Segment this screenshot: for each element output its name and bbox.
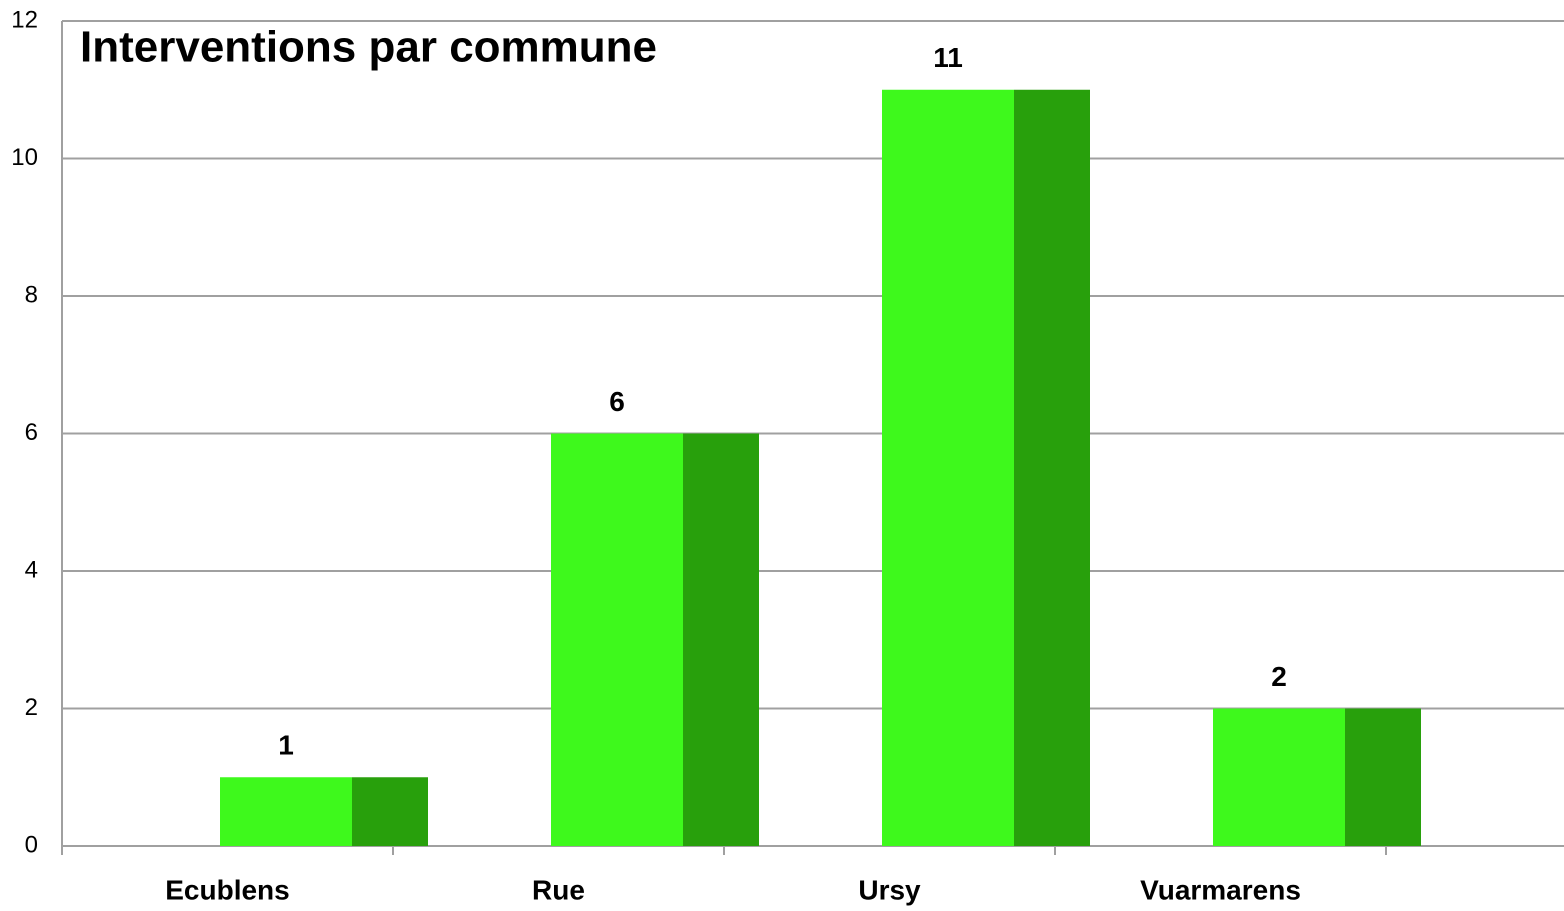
x-tick-label: Rue — [532, 874, 585, 905]
bar-side — [683, 433, 759, 846]
y-tick-label: 6 — [25, 419, 38, 446]
value-label: 2 — [1271, 661, 1287, 692]
value-label: 1 — [278, 730, 294, 761]
bar-side — [1014, 89, 1090, 846]
bar-side — [1345, 708, 1421, 846]
bar-side — [352, 777, 428, 846]
y-tick-label: 4 — [25, 556, 38, 583]
x-tick-label: Ecublens — [165, 874, 289, 905]
bar — [220, 777, 352, 846]
y-tick-label: 12 — [11, 6, 38, 33]
chart-title: Interventions par commune — [80, 23, 657, 72]
y-tick-label: 0 — [25, 831, 38, 858]
y-tick-label: 8 — [25, 281, 38, 308]
value-label: 11 — [933, 42, 963, 73]
bar — [1213, 708, 1345, 846]
x-tick-label: Vuarmarens — [1140, 874, 1301, 905]
bar — [882, 89, 1014, 846]
y-tick-label: 2 — [25, 694, 38, 721]
x-tick-label: Ursy — [858, 874, 921, 905]
y-tick-label: 10 — [11, 144, 38, 171]
bar — [551, 433, 683, 846]
value-label: 6 — [609, 386, 625, 417]
